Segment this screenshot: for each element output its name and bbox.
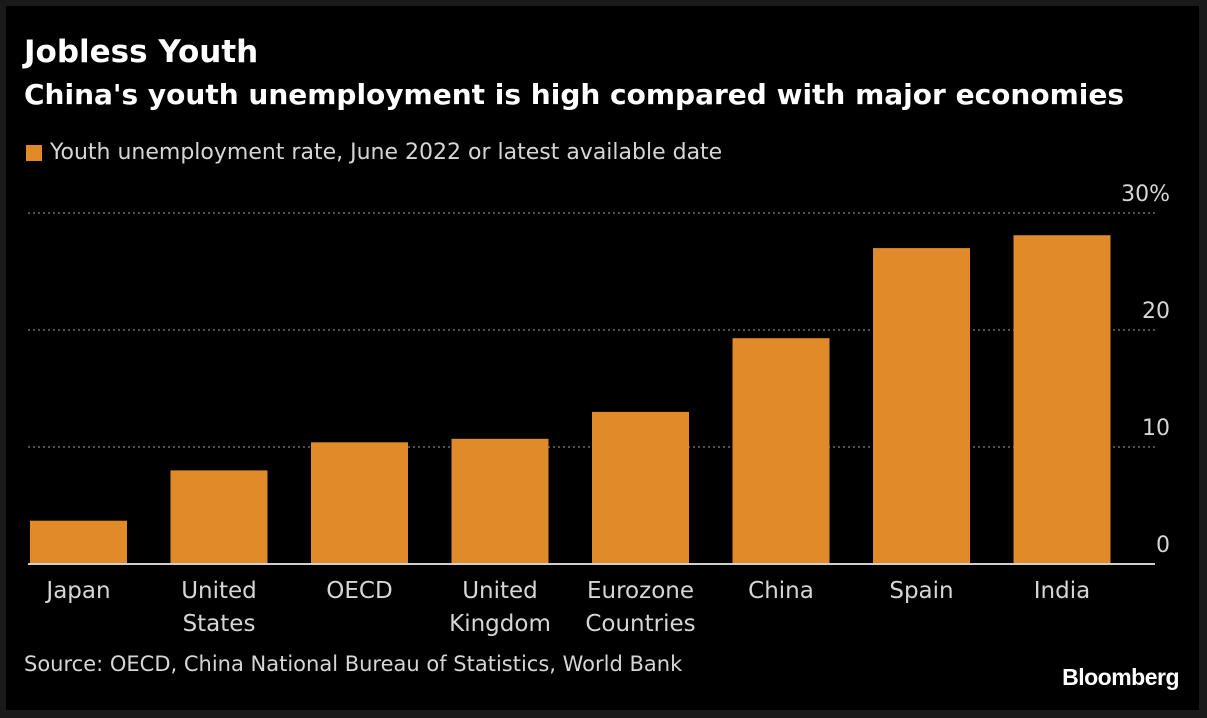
- x-tick-label-3-1: Kingdom: [449, 611, 551, 637]
- bar-1: [170, 470, 268, 564]
- chart-title: Jobless Youth: [24, 34, 259, 70]
- x-tick-label-4-1: Countries: [585, 611, 695, 637]
- x-tick-label-1-1: States: [183, 611, 256, 637]
- x-tick-label-5-0: China: [748, 578, 814, 604]
- x-tick-label-0-0: Japan: [44, 578, 110, 604]
- x-tick-label-6-0: Spain: [889, 578, 953, 604]
- chart-subtitle: China's youth unemployment is high compa…: [24, 78, 1124, 111]
- x-tick-label-2-0: OECD: [326, 578, 392, 604]
- chart-frame: [6, 6, 1199, 710]
- bloomberg-logo: Bloomberg: [1062, 664, 1179, 690]
- y-tick-label-30: 30%: [1121, 182, 1170, 207]
- x-tick-label-3-0: United: [462, 578, 538, 604]
- y-tick-label-20: 20: [1142, 299, 1170, 324]
- y-tick-label-10: 10: [1142, 416, 1170, 441]
- bar-2: [311, 442, 408, 564]
- bar-7: [1013, 235, 1111, 565]
- bar-4: [592, 411, 689, 564]
- x-tick-label-1-0: United: [181, 578, 257, 604]
- x-tick-label-7-0: India: [1034, 578, 1090, 604]
- y-tick-label-0: 0: [1156, 533, 1170, 558]
- chart-legend: Youth unemployment rate, June 2022 or la…: [26, 140, 722, 165]
- legend-label: Youth unemployment rate, June 2022 or la…: [50, 140, 723, 165]
- source-note: Source: OECD, China National Bureau of S…: [24, 652, 683, 676]
- x-tick-label-4-0: Eurozone: [587, 578, 694, 604]
- bar-3: [451, 438, 549, 564]
- legend-swatch: [26, 144, 42, 161]
- bar-5: [732, 338, 830, 564]
- bar-6: [873, 248, 970, 564]
- bar-0: [30, 520, 127, 564]
